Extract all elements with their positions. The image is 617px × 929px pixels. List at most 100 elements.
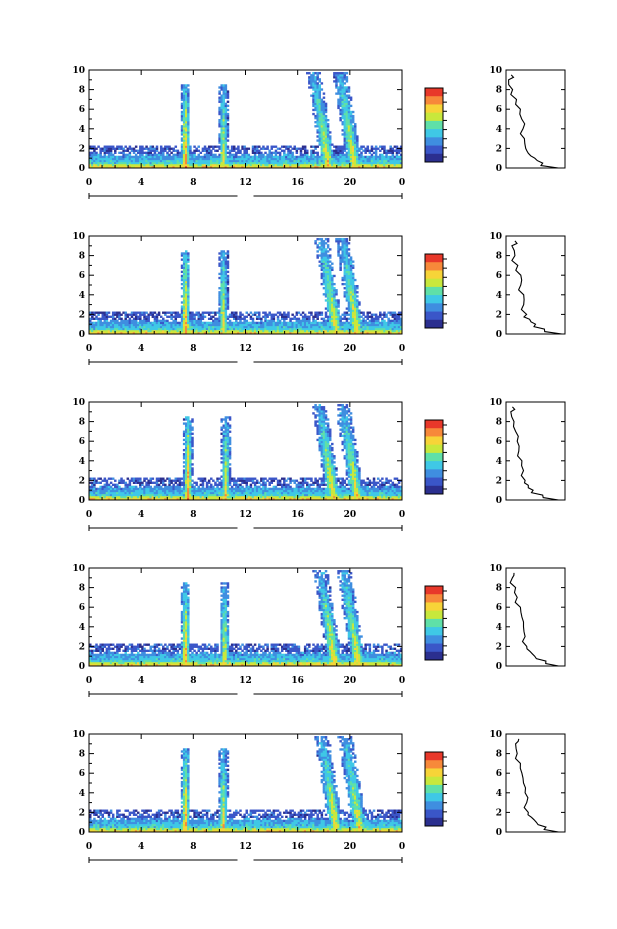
heatmap-cell xyxy=(187,90,190,93)
heatmap-cell xyxy=(349,161,353,165)
heatmap-cell xyxy=(210,165,213,169)
heatmap-cell xyxy=(345,78,349,81)
heatmap-cell xyxy=(320,317,324,321)
heatmap-cell xyxy=(228,329,232,333)
heatmap-cell xyxy=(230,145,234,148)
heatmap-cell xyxy=(184,481,188,484)
heatmap-cell xyxy=(347,108,351,112)
heatmap-cell xyxy=(351,116,355,120)
heatmap-cell xyxy=(318,125,322,128)
heatmap-cell xyxy=(341,94,344,97)
heatmap-cell xyxy=(195,325,198,329)
heatmap-cell xyxy=(399,331,403,335)
heatmap-cell xyxy=(393,329,397,333)
heatmap-cell xyxy=(122,159,125,163)
heatmap-cell xyxy=(337,74,340,77)
heatmap-cell xyxy=(226,315,230,318)
heatmap-cell xyxy=(182,114,186,118)
heatmap-cell xyxy=(139,153,142,157)
heatmap-cell xyxy=(203,311,207,314)
heatmap-cell xyxy=(107,153,111,157)
heatmap-cell xyxy=(322,317,326,321)
heatmap-cell xyxy=(164,161,167,165)
heatmap-cell xyxy=(180,114,184,118)
heatmap-cell xyxy=(264,151,267,155)
heatmap-cell xyxy=(243,155,246,159)
heatmap-cell xyxy=(120,165,123,169)
heatmap-cell xyxy=(264,159,267,163)
heatmap-cell xyxy=(132,317,136,321)
heatmap-cell xyxy=(189,165,192,169)
heatmap-cell xyxy=(126,155,130,159)
heatmap-cell xyxy=(385,315,388,318)
heatmap-cell xyxy=(218,297,221,300)
heatmap-cell xyxy=(356,155,359,159)
heatmap-cell xyxy=(251,331,255,335)
heatmap-cell xyxy=(291,157,294,161)
heatmap-cell xyxy=(143,331,146,335)
heatmap-cell xyxy=(339,100,342,103)
heatmap-cell xyxy=(178,153,182,157)
heatmap-cell xyxy=(187,159,190,163)
heatmap-cell xyxy=(147,165,150,169)
heatmap-cell xyxy=(226,131,230,134)
heatmap-cell xyxy=(230,149,234,152)
heatmap-cell xyxy=(328,278,332,282)
heatmap-cell xyxy=(222,258,226,261)
heatmap-cell xyxy=(354,131,357,134)
heatmap-cell xyxy=(349,285,353,288)
heatmap-cell xyxy=(318,86,322,89)
heatmap-cell xyxy=(391,313,395,316)
heatmap-cell xyxy=(220,313,223,316)
heatmap-cell xyxy=(241,313,244,316)
heatmap-cell xyxy=(182,313,186,316)
heatmap-cell xyxy=(362,321,365,325)
heatmap-cell xyxy=(153,311,157,314)
heatmap-cell xyxy=(176,165,180,169)
heatmap-cell xyxy=(335,238,338,241)
heatmap-cell xyxy=(116,487,119,491)
heatmap-cell xyxy=(224,278,228,282)
heatmap-cell xyxy=(291,151,294,155)
heatmap-cell xyxy=(287,155,290,159)
heatmap-cell xyxy=(174,495,178,499)
heatmap-cell xyxy=(245,149,248,152)
heatmap-cell xyxy=(222,125,226,128)
heatmap-cell xyxy=(162,479,165,482)
heatmap-cell xyxy=(368,157,372,161)
heatmap-cell xyxy=(178,483,182,487)
heatmap-cell xyxy=(195,331,198,335)
heatmap-cell xyxy=(170,329,173,333)
heatmap-cell xyxy=(276,323,280,327)
heatmap-cell xyxy=(351,285,355,288)
heatmap-cell xyxy=(337,331,340,335)
heatmap-cell xyxy=(191,420,194,423)
heatmap-cell xyxy=(199,327,203,331)
heatmap-cell xyxy=(124,161,127,165)
heatmap-cell xyxy=(339,161,342,165)
heatmap-cell xyxy=(224,119,228,122)
heatmap-cell xyxy=(184,131,188,134)
heatmap-cell xyxy=(362,331,365,335)
heatmap-cell xyxy=(145,153,148,157)
heatmap-cell xyxy=(345,246,349,249)
heatmap-cell xyxy=(180,317,184,321)
heatmap-cell xyxy=(241,145,244,148)
heatmap-cell xyxy=(343,86,347,89)
heatmap-cell xyxy=(316,250,319,253)
heatmap-cell xyxy=(184,289,188,292)
heatmap-cell xyxy=(187,110,190,114)
heatmap-cell xyxy=(335,157,338,161)
heatmap-cell xyxy=(230,315,234,318)
heatmap-cell xyxy=(310,151,313,155)
heatmap-cell xyxy=(170,495,173,499)
heatmap-cell xyxy=(397,155,401,159)
heatmap-cell xyxy=(339,248,342,251)
heatmap-cell xyxy=(143,489,146,493)
heatmap-cell xyxy=(345,133,349,136)
heatmap-cell xyxy=(189,315,192,318)
heatmap-cell xyxy=(182,125,186,128)
heatmap-cell xyxy=(345,321,349,325)
heatmap-cell xyxy=(134,329,138,333)
